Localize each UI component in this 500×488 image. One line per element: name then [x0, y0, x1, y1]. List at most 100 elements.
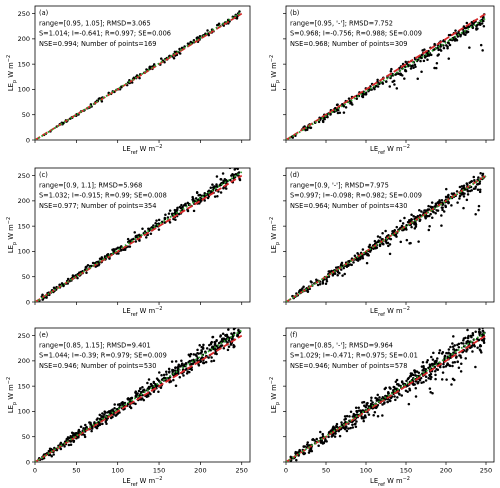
data-point: [141, 227, 144, 230]
y-tick-label: 200: [18, 357, 30, 365]
data-point: [396, 396, 399, 399]
data-point: [466, 328, 469, 332]
data-point: [207, 356, 210, 359]
data-point: [447, 201, 450, 205]
fit-line: [35, 329, 243, 462]
data-point: [438, 349, 442, 352]
data-point: [355, 97, 359, 101]
data-point: [417, 371, 421, 374]
data-point: [139, 398, 143, 401]
data-point: [387, 392, 390, 395]
panel-label: (d): [290, 171, 299, 179]
data-point: [295, 458, 298, 462]
one-to-one-line: [286, 12, 487, 140]
data-point: [454, 352, 457, 355]
data-point: [399, 240, 403, 244]
data-point: [120, 401, 123, 405]
data-point: [453, 344, 456, 347]
data-point: [420, 53, 423, 57]
data-point: [146, 381, 149, 385]
data-point: [445, 44, 448, 47]
data-point: [439, 43, 443, 47]
data-point: [456, 360, 459, 364]
data-point: [198, 343, 201, 347]
data-point: [116, 403, 120, 406]
data-point: [233, 328, 237, 330]
data-point: [364, 91, 368, 94]
data-point: [374, 246, 377, 250]
data-point: [174, 384, 178, 387]
data-point: [85, 425, 88, 429]
data-point: [358, 257, 362, 261]
data-point: [383, 401, 386, 404]
data-point: [302, 445, 305, 448]
data-point: [361, 401, 364, 404]
data-point: [184, 362, 188, 366]
data-point: [483, 325, 486, 328]
data-point: [381, 414, 384, 417]
data-point: [319, 430, 322, 434]
data-point: [441, 371, 445, 374]
data-point: [329, 113, 332, 116]
data-point: [374, 84, 378, 88]
data-point: [448, 43, 452, 47]
data-point: [410, 225, 413, 229]
data-point: [457, 366, 461, 369]
data-point: [72, 440, 75, 444]
data-point: [321, 442, 325, 445]
data-point: [204, 32, 207, 35]
data-point: [369, 399, 373, 402]
data-point: [417, 240, 420, 243]
data-point: [462, 337, 466, 340]
data-point: [181, 205, 184, 209]
data-point: [368, 250, 372, 253]
data-point: [212, 186, 216, 190]
y-axis-label: LEp W m−2: [269, 55, 281, 91]
data-point: [365, 261, 369, 265]
data-point: [157, 218, 161, 222]
data-point: [442, 362, 445, 366]
data-point: [353, 422, 357, 426]
data-point: [123, 248, 127, 252]
data-point: [45, 296, 48, 299]
data-point: [66, 277, 70, 281]
data-point: [104, 411, 107, 414]
data-point: [460, 341, 463, 345]
data-point: [113, 407, 116, 410]
data-point: [333, 435, 337, 438]
data-point: [315, 278, 318, 281]
data-point: [422, 59, 426, 63]
data-point: [471, 333, 475, 337]
data-point: [409, 219, 412, 223]
data-point: [353, 254, 357, 258]
data-point: [356, 259, 360, 262]
data-point: [431, 216, 434, 220]
data-point: [195, 354, 198, 358]
data-point: [432, 351, 435, 355]
fit-line: [35, 171, 243, 302]
data-point: [61, 443, 65, 446]
data-point: [363, 414, 367, 417]
data-point: [362, 419, 365, 423]
data-point: [316, 283, 320, 287]
plot-area: [35, 10, 243, 140]
data-point: [437, 48, 440, 52]
data-point: [215, 344, 218, 348]
data-point: [471, 350, 474, 353]
data-point: [429, 212, 432, 216]
data-point: [403, 77, 406, 80]
data-point: [199, 351, 202, 355]
data-point: [355, 409, 358, 413]
data-point: [465, 350, 468, 353]
data-point: [84, 423, 87, 427]
data-point: [134, 240, 138, 243]
y-tick-label: 100: [18, 408, 30, 416]
data-point: [188, 370, 191, 374]
stats-annotation-line: NSE=0.994; Number of points=169: [39, 40, 156, 48]
data-point: [401, 222, 405, 225]
data-point: [465, 198, 469, 202]
data-point: [139, 387, 142, 390]
stats-annotation-line: range=[0.85, 1.15]; RMSD=9.401: [39, 342, 151, 350]
data-point: [389, 396, 393, 400]
